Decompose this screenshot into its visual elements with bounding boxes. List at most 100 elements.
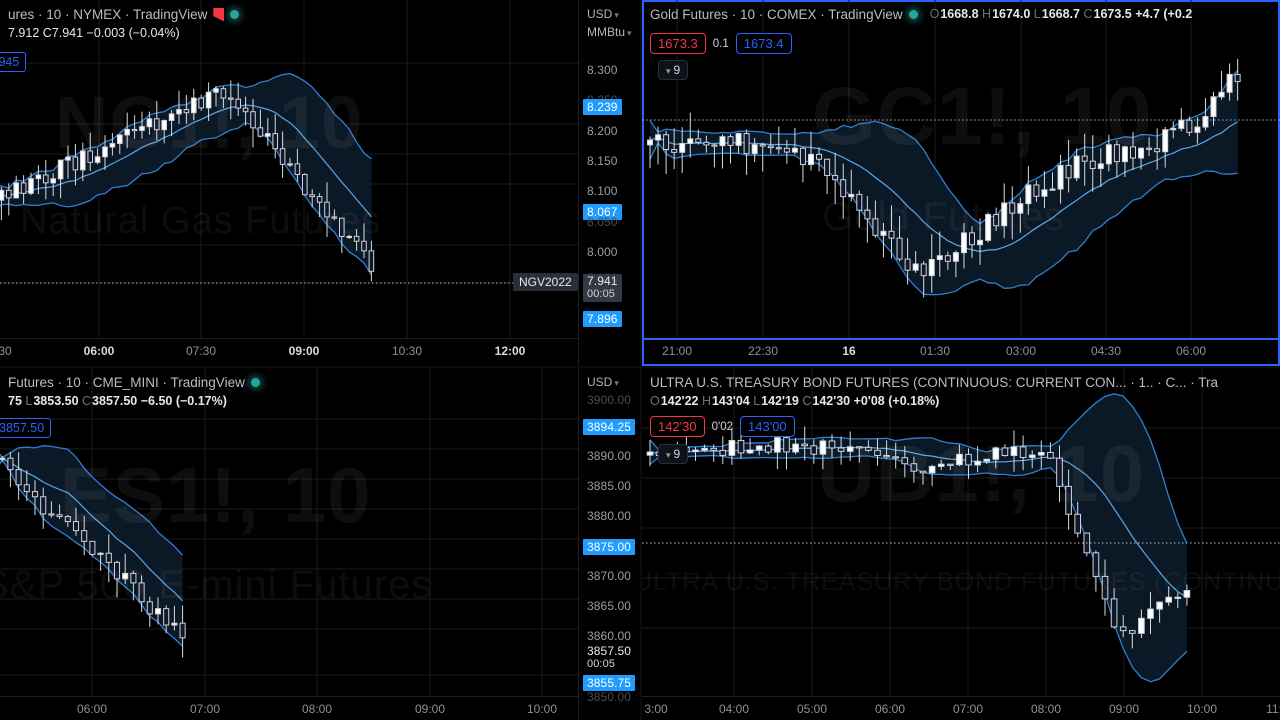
candle (235, 98, 241, 109)
candle (743, 133, 750, 155)
ng-time-axis[interactable]: 30 06:00 07:30 09:00 10:30 12:00 (0, 338, 578, 366)
time-tick: 11: (1266, 702, 1280, 716)
ub-time-axis[interactable]: 3:00 04:00 05:00 06:00 07:00 08:00 09:00 10:00 1… (642, 696, 1280, 720)
horizontal-divider[interactable] (0, 366, 1280, 368)
candle (1092, 552, 1100, 577)
es-time-axis[interactable]: 06:00 07:00 08:00 09:00 10:00 (0, 696, 578, 720)
gc-quantity-value: 9 (673, 63, 681, 77)
time-tick: 09:00 (1108, 702, 1140, 716)
candle (783, 437, 790, 453)
candle (7, 457, 14, 471)
candle (792, 443, 799, 453)
candle (808, 153, 814, 166)
time-tick: 10:00 (526, 702, 558, 716)
candle (746, 449, 754, 454)
candle (846, 446, 854, 452)
ng-unit-selector[interactable]: MMBtu ▾ (587, 25, 632, 39)
ng-plot[interactable] (0, 0, 578, 366)
chevron-down-icon: ▾ (614, 378, 619, 388)
candle (23, 484, 30, 493)
candle (6, 189, 12, 199)
candle (28, 178, 34, 194)
candle (719, 449, 727, 456)
bollinger-band-line (0, 72, 372, 189)
candle (287, 163, 293, 166)
candle (1183, 589, 1191, 598)
candle (346, 235, 352, 239)
price-tick: 3855.75 (583, 675, 636, 691)
candle (687, 138, 694, 144)
price-tick: 3875.00 (583, 539, 636, 555)
chart-panel-es[interactable]: ES1!, 10 S&P 500 E-mini Futures Futures … (0, 368, 578, 720)
time-tick: 01:30 (919, 344, 951, 358)
candle (213, 88, 219, 93)
candle (139, 126, 145, 131)
candle (655, 134, 662, 141)
candle (331, 216, 338, 219)
gc-bid-button[interactable]: 1673.3 (650, 33, 706, 54)
candle (1210, 96, 1217, 118)
time-tick: 06:00 (874, 702, 906, 716)
candle (64, 516, 71, 523)
chart-panel-ub[interactable]: UB1!, 10 ULTRA U.S. TREASURY BOND FUTURE… (642, 368, 1280, 720)
time-tick: 06:00 (76, 702, 108, 716)
ub-bid-button[interactable]: 142'30 (650, 416, 705, 437)
gc-ask-button[interactable]: 1673.4 (735, 33, 792, 54)
gc-plot[interactable] (642, 0, 1280, 366)
es-left-price-tag[interactable]: 3857.50 (0, 418, 52, 438)
candle (832, 175, 839, 181)
candle (117, 134, 123, 144)
candle (1186, 119, 1193, 133)
candle (974, 460, 981, 466)
candle (113, 561, 121, 580)
gc-quantity-selector[interactable]: ▾ 9 (658, 60, 689, 80)
candle (1097, 163, 1104, 169)
candle (1001, 202, 1008, 227)
candle (1037, 451, 1045, 456)
candle (775, 147, 782, 150)
es-price-axis[interactable]: USD ▾ 3900.00 3894.25 3890.00 3885.00 3880.00… (578, 368, 642, 720)
candle (872, 218, 879, 236)
ng-left-price-tag[interactable]: .945 (0, 52, 27, 72)
candle (1130, 146, 1136, 159)
candle (1049, 188, 1056, 191)
ng-currency-selector[interactable]: USD ▾ (587, 7, 619, 21)
chart-panel-ng[interactable]: NG1!, 10 Natural Gas Futures ures · 10 ·… (0, 0, 578, 366)
candle (728, 439, 736, 456)
candle (1110, 598, 1118, 628)
candle (161, 119, 167, 131)
candle (946, 463, 954, 466)
candle (751, 144, 758, 155)
time-tick: 10:30 (391, 344, 423, 358)
bollinger-band-line (0, 445, 184, 556)
candle (1113, 144, 1120, 163)
time-tick: 16 (842, 344, 856, 358)
ub-quantity-selector[interactable]: ▾ 9 (658, 444, 689, 464)
es-currency-selector[interactable]: USD ▾ (587, 375, 619, 389)
bollinger-band-line (649, 141, 1238, 296)
candle (168, 113, 175, 121)
candle (1202, 116, 1209, 128)
candle (828, 440, 836, 449)
chart-panel-gc[interactable]: GC1!, 10 Gold Futures Gold Futures · 10 … (642, 0, 1280, 366)
candle (755, 445, 763, 451)
candle (94, 156, 101, 163)
es-plot[interactable] (0, 368, 578, 720)
vertical-divider[interactable] (640, 0, 642, 720)
ng-currency-label: USD (587, 7, 613, 21)
ng-price-axis[interactable]: USD▾ MMBtu▾ 8.3008.2508.2398.2008.1508.1… (578, 0, 642, 366)
ub-ask-button[interactable]: 143'00 (740, 416, 795, 437)
candle (848, 193, 855, 198)
candle (154, 118, 160, 131)
candle (856, 193, 863, 211)
candle (198, 97, 204, 109)
candle (361, 240, 367, 252)
candle (1056, 457, 1063, 487)
chevron-down-icon: ▾ (614, 10, 619, 20)
gc-time-axis[interactable]: 21:00 22:30 16 01:30 03:00 04:30 06:00 (642, 338, 1280, 366)
candle (1047, 451, 1054, 459)
price-tick: 3900.00 (587, 393, 632, 407)
ub-plot[interactable] (642, 368, 1280, 720)
candle (1128, 630, 1136, 634)
ng-unit-label: MMBtu (587, 25, 626, 39)
